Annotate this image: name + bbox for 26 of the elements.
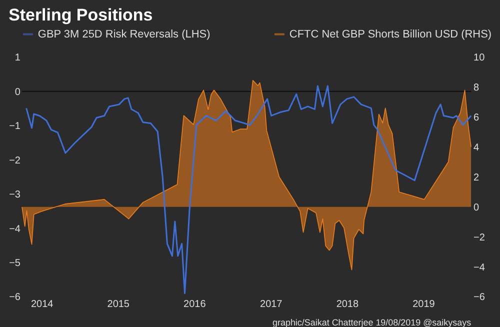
y-tick-label: −6 <box>9 292 21 304</box>
y-tick-label: −1 <box>9 121 21 132</box>
x-tick-label: 2019 <box>412 299 436 310</box>
y2-tick-label: 4 <box>474 142 480 154</box>
y2-tick-label: 2 <box>474 172 480 184</box>
y-tick-label: −4 <box>9 224 21 235</box>
y-tick-label: 1 <box>14 52 21 64</box>
legend-label: GBP 3M 25D Risk Reversals (LHS) <box>38 28 210 40</box>
x-tick-label: 2015 <box>107 299 130 310</box>
x-tick-label: 2018 <box>336 299 359 310</box>
legend-label: CFTC Net GBP Shorts Billion USD (RHS) <box>289 28 492 40</box>
y2-tick-label: 10 <box>474 52 486 64</box>
y-tick-label: −3 <box>9 190 21 201</box>
chart-title: Sterling Positions <box>8 5 153 24</box>
y-tick-label: −2 <box>9 155 21 166</box>
x-tick-label: 2016 <box>184 299 206 310</box>
y-tick-label: 0 <box>14 86 21 98</box>
x-tick-label: 2017 <box>260 299 283 310</box>
x-tick-label: 2014 <box>31 299 54 310</box>
y2-tick-label: −6 <box>474 292 486 304</box>
y2-tick-label: 6 <box>474 112 480 124</box>
y2-tick-label: 8 <box>474 82 480 94</box>
y2-tick-label: −4 <box>474 262 486 274</box>
y2-tick-label: 0 <box>474 202 480 214</box>
y-tick-label: −5 <box>9 258 21 270</box>
y2-tick-label: −2 <box>474 232 486 244</box>
